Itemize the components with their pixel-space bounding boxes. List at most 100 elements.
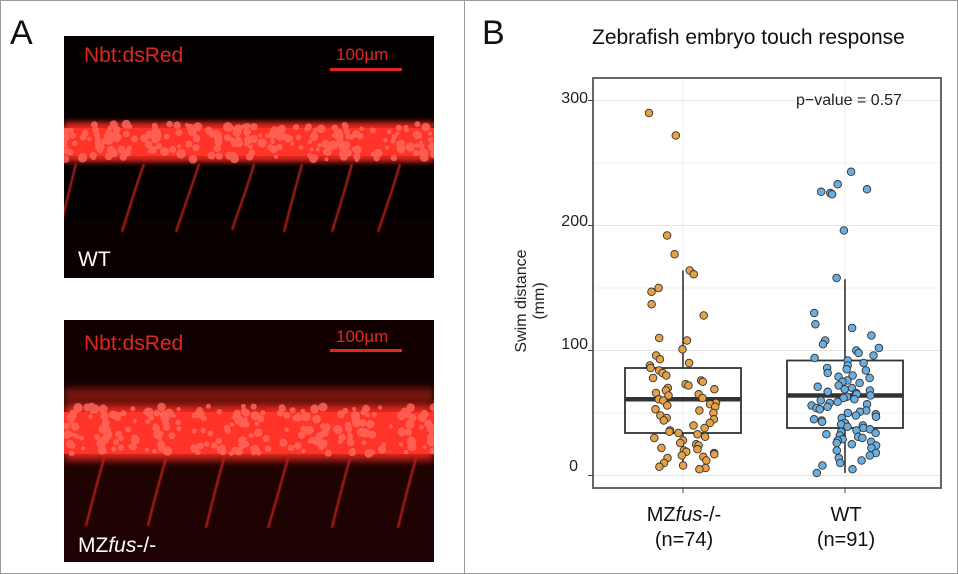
cell-texture [336,410,345,419]
cell-texture [405,142,415,152]
cell-texture [341,121,348,128]
cell-texture [414,143,420,148]
cell-texture [117,444,125,451]
data-point [695,406,704,415]
cell-texture [216,445,225,454]
data-point [684,358,694,368]
cell-texture [287,444,295,452]
panel-b-letter: B [482,14,505,52]
cell-texture [241,124,246,129]
cell-texture [203,441,210,447]
cell-texture [233,409,241,418]
cell-texture [168,432,176,440]
cell-texture [294,442,302,450]
cell-texture [129,443,137,451]
cell-texture [144,140,152,149]
cell-texture [257,415,265,423]
cell-texture [307,139,313,144]
cell-texture [378,445,387,454]
cell-texture [242,441,250,448]
data-point [871,412,881,422]
cell-texture [200,427,206,434]
cell-texture [309,147,314,152]
marker-label: Nbt:dsRed [84,332,184,355]
cell-texture [126,145,133,152]
cell-texture [152,448,157,454]
cell-texture [229,422,234,427]
cell-texture [403,449,409,455]
data-point [689,421,698,430]
cell-texture [354,157,360,162]
cell-texture [232,128,242,138]
cell-texture [333,424,343,435]
cell-texture [175,419,181,426]
cell-texture [385,145,390,150]
cell-texture [359,126,364,132]
y-tick-label: 300 [561,90,588,107]
cell-texture [242,409,250,417]
cell-texture [130,406,136,412]
cell-texture [77,153,88,163]
data-point [833,180,842,189]
data-point [809,308,819,318]
data-point [675,438,685,448]
cell-texture [224,134,231,142]
cell-texture [421,122,431,132]
data-point [662,231,672,240]
cell-texture [240,403,246,409]
cell-texture [298,145,304,151]
cell-texture [406,436,416,446]
data-point [867,331,876,340]
cell-texture [176,407,181,412]
cell-texture [68,450,75,457]
data-point [848,371,857,380]
cell-texture [414,121,421,127]
cell-texture [205,403,211,409]
data-point [665,427,674,437]
cell-texture [280,440,286,446]
cell-texture [64,144,68,149]
data-point [866,391,875,400]
cell-texture [418,143,425,149]
cell-texture [316,124,326,134]
data-point [839,226,849,235]
data-point [809,415,819,424]
y-tick-label: 200 [561,213,588,230]
data-point [646,363,655,373]
cell-texture [315,147,320,152]
cell-texture [269,145,278,154]
data-point [839,393,848,403]
cell-texture [248,432,254,439]
cell-texture [276,143,283,151]
cell-texture [426,437,434,447]
cell-texture [388,424,394,429]
data-point [874,343,884,353]
data-point [644,108,654,118]
data-point [702,456,711,465]
cell-texture [290,141,295,146]
cell-texture [295,134,302,141]
data-point [817,417,827,427]
data-point [647,287,656,297]
genotype-label: WT [78,248,111,271]
p-value-annotation: p−value = 0.57 [796,92,902,109]
cell-texture [317,442,325,451]
data-point [682,336,692,345]
cell-texture [251,451,256,456]
cell-texture [69,409,77,417]
cell-texture [427,131,433,136]
data-point [835,458,845,468]
cell-texture [216,409,223,415]
cell-texture [75,434,80,439]
data-point [699,311,708,320]
cell-texture [323,147,332,156]
cell-texture [87,136,92,142]
cell-texture [347,435,353,441]
cell-texture [233,152,238,158]
cell-texture [223,122,233,132]
data-point [851,411,861,420]
cell-texture [250,123,258,131]
data-point [654,333,664,343]
data-point [655,462,664,472]
